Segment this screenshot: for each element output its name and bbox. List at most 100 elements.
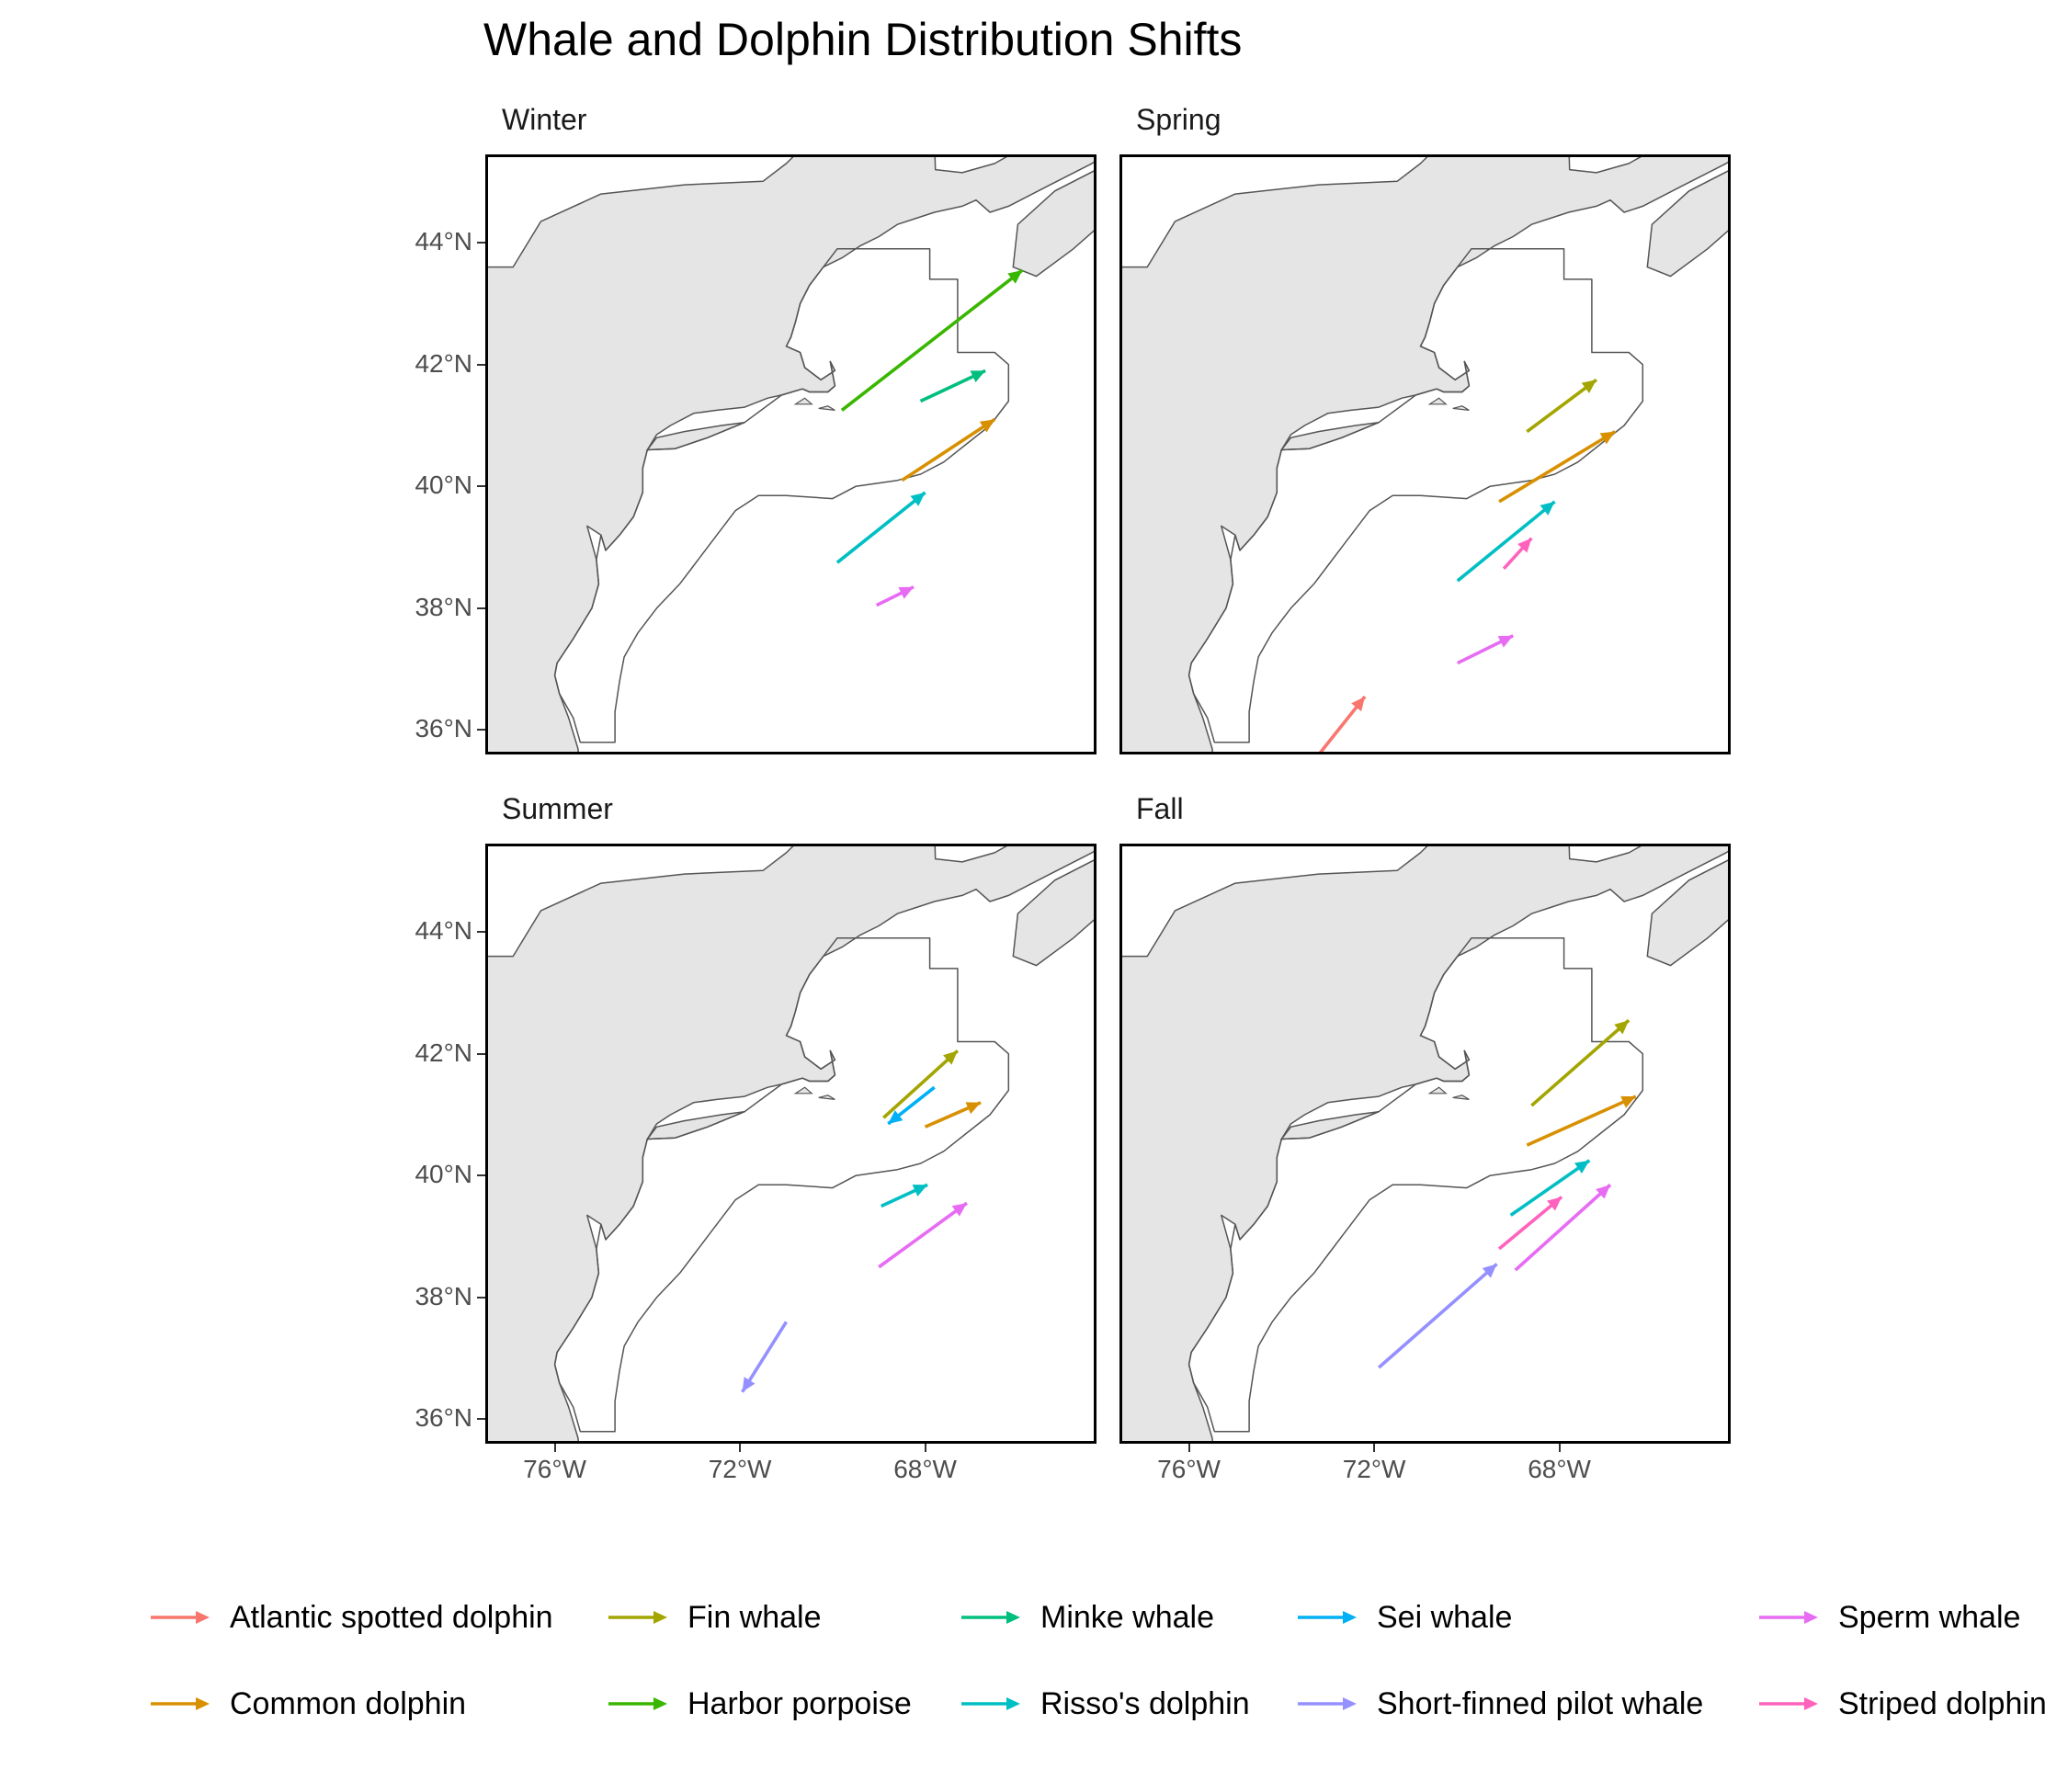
marthas-vineyard (1427, 397, 1448, 405)
nantucket (818, 405, 835, 411)
y-tick-mark (477, 1174, 485, 1177)
legend-label: Minke whale (1040, 1599, 1214, 1635)
nantucket (1452, 1094, 1470, 1100)
y-tick-label: 44°N (415, 227, 472, 256)
marthas-vineyard (793, 1086, 813, 1094)
y-tick-mark (477, 1296, 485, 1299)
legend-label: Sperm whale (1838, 1599, 2021, 1635)
x-tick-label: 68°W (1528, 1455, 1591, 1483)
y-tick-label: 42°N (415, 348, 472, 378)
arrow-common-dolphin (924, 1101, 982, 1129)
y-tick-mark (477, 1052, 485, 1055)
x-tick-label: 72°W (1342, 1455, 1406, 1483)
y-tick-label: 42°N (415, 1038, 472, 1067)
arrow-sperm-whale (1514, 1183, 1612, 1272)
legend-item-risso-s-dolphin: Risso's dolphin (958, 1681, 1250, 1727)
nova-scotia (1646, 857, 1731, 967)
arrow-atlantic-spotted-dolphin (1316, 695, 1367, 754)
y-tick-mark (477, 1418, 485, 1421)
legend-item-atlantic-spotted-dolphin: Atlantic spotted dolphin (147, 1594, 553, 1640)
study-region-outline (1187, 248, 1644, 743)
y-tick-mark (477, 729, 485, 732)
legend-label: Harbor porpoise (687, 1685, 912, 1721)
legend-arrow-icon (1298, 1697, 1357, 1710)
study-region-outline (553, 248, 1010, 743)
y-tick-label: 40°N (415, 1160, 472, 1189)
legend-item-sei-whale: Sei whale (1294, 1594, 1512, 1640)
arrow-risso-s-dolphin (880, 1183, 928, 1208)
x-tick-mark (739, 1444, 742, 1452)
arrow-common-dolphin (1526, 1094, 1637, 1147)
x-tick-label: 76°W (1157, 1455, 1221, 1483)
legend-arrow-icon (608, 1697, 667, 1710)
legend-item-fin-whale: Fin whale (605, 1594, 822, 1640)
x-tick-label: 76°W (523, 1455, 586, 1483)
arrow-fin-whale (1530, 1018, 1631, 1107)
arrow-harbor-porpoise (840, 268, 1024, 412)
legend-arrow-icon (1759, 1611, 1818, 1624)
y-tick-label: 38°N (415, 592, 472, 621)
arrow-risso-s-dolphin (1456, 500, 1556, 583)
x-tick-label: 68°W (893, 1455, 957, 1483)
y-tick-mark (477, 363, 485, 366)
x-tick-mark (1373, 1444, 1376, 1452)
arrow-sperm-whale (1456, 634, 1515, 665)
nova-scotia (1646, 168, 1731, 278)
arrow-striped-dolphin (1497, 1196, 1563, 1251)
nova-scotia (1012, 168, 1096, 278)
legend-arrow-icon (151, 1611, 210, 1624)
nantucket (1452, 405, 1470, 411)
legend-item-common-dolphin: Common dolphin (147, 1681, 466, 1727)
facet-label-spring: Spring (1136, 103, 1221, 136)
legend-item-striped-dolphin: Striped dolphin (1756, 1681, 2047, 1727)
legend-arrow-icon (1298, 1611, 1357, 1624)
legend-item-harbor-porpoise: Harbor porpoise (605, 1681, 912, 1727)
arrow-common-dolphin (1498, 430, 1616, 504)
legend-label: Short-finned pilot whale (1377, 1685, 1704, 1721)
legend-arrow-icon (608, 1611, 667, 1624)
facet-label-winter: Winter (502, 103, 587, 136)
arrow-risso-s-dolphin (1509, 1159, 1591, 1217)
marthas-vineyard (793, 397, 813, 405)
study-region-outline (1187, 937, 1644, 1433)
nova-scotia (1012, 857, 1096, 967)
panel-summer (485, 844, 1096, 1444)
legend-label: Common dolphin (230, 1685, 467, 1721)
y-tick-label: 36°N (415, 714, 472, 743)
y-tick-mark (477, 242, 485, 244)
x-tick-mark (924, 1444, 926, 1452)
facet-label-fall: Fall (1136, 792, 1184, 825)
x-tick-mark (1558, 1444, 1561, 1452)
legend-item-sperm-whale: Sperm whale (1756, 1594, 2020, 1640)
panel-spring (1119, 154, 1731, 754)
y-tick-mark (477, 607, 485, 609)
arrow-sperm-whale (878, 1201, 968, 1269)
arrow-sei-whale (887, 1085, 936, 1126)
y-tick-mark (477, 485, 485, 488)
nantucket (818, 1094, 835, 1100)
chart-title: Whale and Dolphin Distribution Shifts (483, 14, 1243, 65)
y-tick-label: 38°N (415, 1281, 472, 1310)
legend-label: Striped dolphin (1838, 1685, 2047, 1721)
legend-arrow-icon (151, 1697, 210, 1710)
panel-winter (485, 154, 1096, 754)
legend-item-short-finned-pilot-whale: Short-finned pilot whale (1294, 1681, 1703, 1727)
arrow-short-finned-pilot-whale (1377, 1263, 1498, 1369)
legend-label: Sei whale (1377, 1599, 1513, 1635)
arrow-striped-dolphin (1502, 537, 1533, 571)
x-tick-mark (1187, 1444, 1190, 1452)
legend-arrow-icon (961, 1697, 1020, 1710)
legend-label: Atlantic spotted dolphin (230, 1599, 553, 1635)
arrow-risso-s-dolphin (835, 491, 926, 564)
study-region-outline (553, 937, 1010, 1433)
panel-fall (1119, 844, 1731, 1444)
arrow-fin-whale (882, 1049, 960, 1119)
y-tick-label: 36°N (415, 1403, 472, 1433)
marthas-vineyard (1427, 1086, 1448, 1094)
arrow-minke-whale (919, 369, 986, 403)
arrow-sperm-whale (875, 585, 915, 607)
legend-label: Fin whale (687, 1599, 822, 1635)
legend-item-minke-whale: Minke whale (958, 1594, 1214, 1640)
y-tick-label: 44°N (415, 916, 472, 946)
